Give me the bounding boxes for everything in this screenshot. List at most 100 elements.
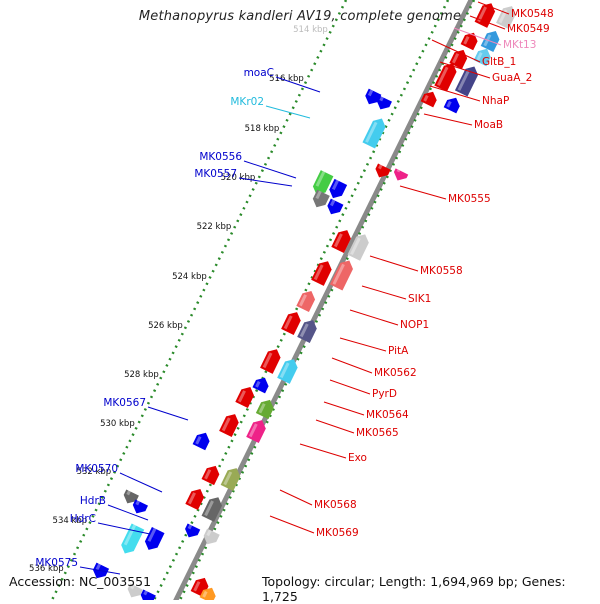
gene-label-exo: Exo [348, 452, 367, 464]
gene-arrow-highlight [130, 584, 135, 590]
gene-label-mk0562: MK0562 [374, 367, 417, 379]
gene-label-mk0568: MK0568 [314, 499, 357, 511]
gene-arrow [480, 31, 500, 53]
leader-line [339, 337, 387, 352]
leader-line [429, 85, 481, 102]
gene-arrow [296, 291, 316, 313]
gene-arrow-highlight [367, 89, 374, 97]
gene-arrow-shape [220, 468, 241, 491]
gene-arrow [260, 349, 281, 374]
gene-arrow-highlight [298, 294, 307, 307]
gene-arrow [311, 261, 332, 286]
gene-label-gltb_1: GltB_1 [482, 56, 516, 68]
gene-arrow-shape [480, 31, 500, 53]
leader-line [439, 61, 491, 79]
gene-arrow [132, 499, 149, 514]
gene-arrow [443, 97, 460, 114]
gene-arrow [449, 49, 468, 70]
gene-arrow-shape [376, 95, 392, 110]
gene-arrow [144, 527, 165, 550]
gene-label-mkr02: MKr02 [230, 96, 264, 108]
gene-arrow-highlight [204, 469, 212, 480]
gene-label-hdrc: HdrC [70, 513, 96, 525]
gene-arrow-shape [201, 465, 220, 486]
gene-arrow-highlight [457, 69, 470, 91]
gene-arrow-shape [199, 587, 216, 600]
gene-arrow-highlight [477, 6, 487, 23]
gene-arrow [312, 170, 334, 195]
gene-arrow-highlight [248, 423, 258, 438]
leader-line [361, 285, 407, 300]
gene-arrow-highlight [237, 390, 246, 403]
gene-arrow [123, 489, 139, 504]
gene-arrow-shape [185, 489, 205, 511]
scale-tick-label: 534 kbp [53, 516, 88, 526]
leader-line [369, 255, 419, 272]
gene-arrow [434, 63, 457, 92]
scale-tick-label: 518 kbp [245, 124, 280, 134]
leader-line [97, 522, 151, 535]
gene-arrow-shape [281, 312, 301, 335]
gene-label-hdrb: HdrB [80, 495, 106, 507]
gene-arrow [255, 399, 274, 420]
gene-arrow-shape [144, 527, 165, 550]
gene-arrow-shape [296, 291, 316, 313]
gene-arrow [454, 66, 479, 97]
leader-line [269, 515, 315, 534]
gene-arrow [347, 234, 369, 261]
gene-label-mk0570: MK0570 [75, 463, 118, 475]
leader-line [399, 185, 447, 200]
gene-arrow-shape [473, 48, 491, 67]
gene-arrow-highlight [95, 563, 101, 571]
scale-tick-label: 532 kbp [77, 467, 112, 477]
gene-arrow-highlight [378, 164, 383, 170]
gene-arrow-highlight [126, 490, 131, 496]
gene-arrow [393, 168, 409, 181]
gene-arrow-shape [203, 528, 220, 545]
scale-tick-label: 522 kbp [197, 222, 232, 232]
gene-arrow-highlight [187, 524, 193, 530]
gene-label-mk0575: MK0575 [35, 557, 78, 569]
gene-arrow-shape [127, 583, 143, 598]
gene-label-mk0565: MK0565 [356, 427, 399, 439]
gene-arrow [252, 377, 269, 394]
gene-arrow-highlight [123, 524, 137, 546]
gene-arrow [331, 230, 351, 253]
leader-line [331, 357, 373, 374]
gene-arrow [203, 528, 220, 545]
gene-arrow-highlight [437, 66, 449, 86]
gene-arrow-highlight [299, 323, 309, 338]
gene-label-mkt13: MKt13 [503, 39, 536, 51]
gene-arrow [220, 468, 241, 491]
gene-arrow-highlight [333, 233, 343, 248]
gene-arrow [474, 3, 496, 28]
gene-label-mk0558: MK0558 [420, 265, 463, 277]
gene-arrow [362, 118, 386, 149]
gene-arrow-shape [246, 420, 266, 443]
gene-arrow-highlight [202, 590, 208, 598]
leader-line [315, 419, 355, 434]
gene-arrow-highlight [315, 171, 326, 187]
gene-arrow [201, 465, 220, 486]
gene-arrow-shape [329, 260, 353, 291]
scale-tick-label: 516 kbp [269, 74, 304, 84]
accession-text: Accession: NC_003551 [9, 574, 152, 589]
gene-arrow [297, 320, 317, 343]
leader-line [477, 1, 510, 15]
gene-arrow-shape [297, 320, 317, 343]
gene-arrow-highlight [379, 96, 384, 102]
gene-arrow-shape [496, 6, 516, 29]
gene-arrow-shape [311, 261, 332, 286]
gene-arrow-highlight [262, 352, 273, 369]
leader-line [323, 401, 365, 416]
gene-arrow [127, 583, 143, 598]
leader-line [79, 566, 121, 575]
gene-arrow-highlight [204, 500, 214, 517]
gene-arrow-shape [121, 523, 145, 554]
gene-arrow-shape [443, 97, 460, 114]
gene-arrow [327, 198, 344, 215]
gene-label-mk0549: MK0549 [507, 23, 550, 35]
gene-arrow-shape [277, 359, 298, 384]
gene-arrow-shape [375, 163, 391, 178]
gene-label-pyrd: PyrD [372, 388, 397, 400]
